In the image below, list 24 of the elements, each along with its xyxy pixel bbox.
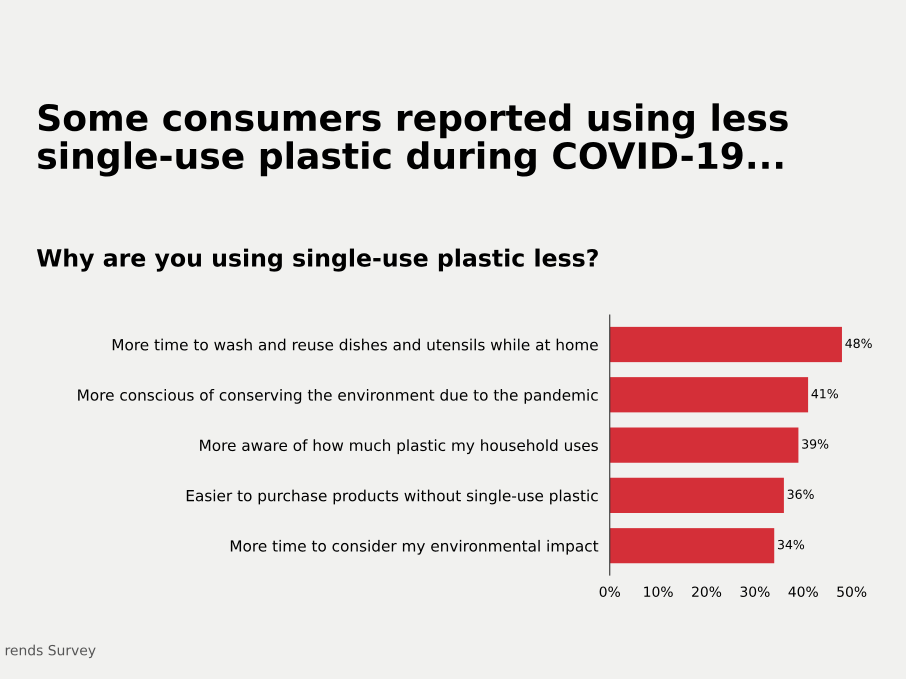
bar <box>610 528 774 564</box>
data-label: 34% <box>778 540 804 550</box>
text: rends Survey <box>6 644 96 658</box>
bar <box>610 377 808 412</box>
chart-title: Some consumers reported using less single-use plastic during COVID-19... <box>38 103 788 177</box>
x-tick-label: 40% <box>788 586 818 597</box>
y-tick-label: Easier to purchase products without single-use plastic <box>186 490 598 504</box>
text: Why are you using single-use plastic less? <box>36 248 598 272</box>
x-tick-label: 0% <box>600 586 620 597</box>
x-tick-label: 20% <box>692 586 722 597</box>
x-tick-label: 50% <box>837 586 866 597</box>
y-tick-label: More time to consider my environmental impact <box>230 540 598 555</box>
y-tick-label: More aware of how much plastic my household uses <box>200 439 598 454</box>
bar <box>610 478 784 513</box>
x-tick-label: 10% <box>644 586 673 597</box>
data-label: 36% <box>788 490 814 500</box>
data-label: 48% <box>845 338 872 348</box>
y-tick-label: More conscious of conserving the environment due to the pandemic <box>78 388 598 404</box>
bar <box>610 326 842 362</box>
data-label: 41% <box>811 388 838 398</box>
data-label: 39% <box>802 439 828 449</box>
bar <box>610 427 798 463</box>
y-tick-label: More time to wash and reuse dishes and utensils while at home <box>112 338 598 351</box>
x-tick-label: 30% <box>740 586 770 597</box>
